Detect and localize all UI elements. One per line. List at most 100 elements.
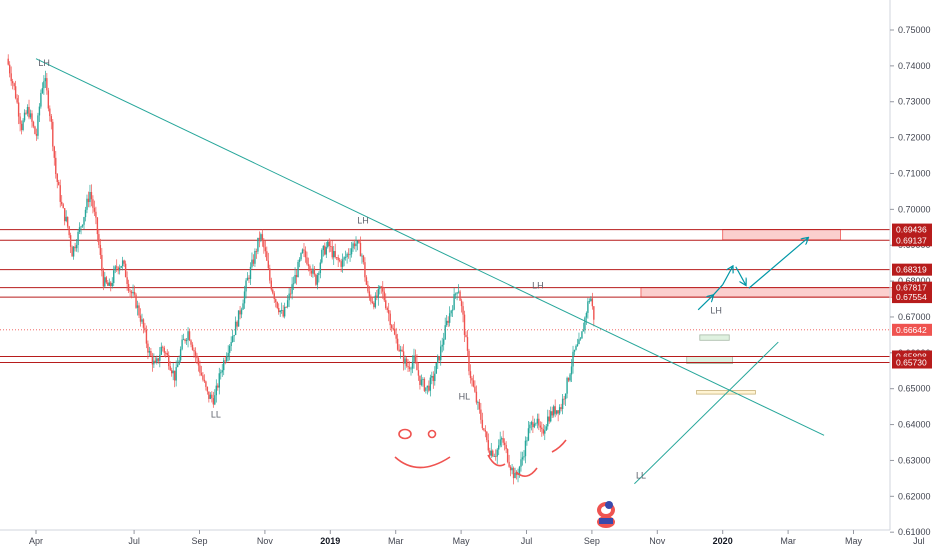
- y-tick-label: 0.72000: [898, 133, 931, 143]
- candle: [129, 288, 131, 298]
- candle: [78, 222, 81, 234]
- candle: [266, 246, 268, 262]
- candle: [169, 361, 171, 371]
- candle: [35, 128, 38, 141]
- candle: [481, 412, 484, 431]
- candle: [390, 323, 393, 332]
- candle: [551, 406, 553, 418]
- candle: [526, 436, 528, 446]
- candle: [104, 272, 106, 288]
- candle: [581, 331, 583, 339]
- projection-arrows: [697, 238, 808, 311]
- level-price-badge: [892, 291, 932, 304]
- candle: [141, 313, 143, 324]
- swing-annotation: LH: [710, 305, 722, 315]
- candle: [503, 438, 506, 451]
- candle: [289, 288, 292, 299]
- candle: [428, 380, 430, 393]
- candle: [500, 436, 503, 448]
- candle: [440, 340, 442, 366]
- candle: [217, 383, 219, 391]
- candle: [72, 245, 75, 260]
- candle: [110, 281, 112, 292]
- candle: [278, 303, 280, 315]
- trendlines-layer: [35, 58, 825, 485]
- candle: [396, 333, 399, 351]
- candle: [584, 316, 586, 334]
- candle: [508, 454, 510, 468]
- resistance-zone[interactable]: [640, 287, 897, 298]
- candle: [32, 120, 35, 129]
- candle: [578, 332, 580, 345]
- candle: [208, 391, 210, 403]
- candle: [338, 257, 341, 263]
- projection-arrow[interactable]: [735, 266, 746, 285]
- candle: [34, 125, 36, 135]
- candle: [44, 70, 47, 89]
- projection-arrow[interactable]: [697, 295, 713, 311]
- candle: [493, 453, 495, 457]
- candle: [457, 284, 460, 294]
- projection-arrow[interactable]: [722, 267, 733, 285]
- candle: [280, 302, 283, 314]
- candle: [95, 206, 97, 225]
- candle: [237, 310, 240, 327]
- candle: [588, 298, 591, 304]
- swing-annotation: LH: [532, 280, 544, 290]
- candle: [451, 305, 454, 317]
- candle: [377, 285, 380, 306]
- candle: [462, 301, 464, 323]
- candle: [185, 337, 188, 345]
- demand-zone[interactable]: [699, 334, 730, 341]
- candle: [132, 284, 134, 297]
- resistance-zone[interactable]: [722, 229, 841, 241]
- candle: [312, 264, 314, 278]
- candle: [71, 245, 73, 257]
- descending-trendline[interactable]: [35, 58, 825, 436]
- candle: [460, 298, 463, 313]
- projection-arrow[interactable]: [748, 238, 808, 289]
- candle: [279, 310, 281, 317]
- candle: [297, 259, 299, 278]
- candle: [291, 277, 293, 300]
- candle: [532, 415, 534, 433]
- x-tick-label: Sep: [584, 536, 600, 546]
- candle: [300, 252, 302, 262]
- candle: [194, 347, 197, 363]
- candle: [168, 351, 170, 370]
- candle: [77, 229, 79, 253]
- candle: [557, 410, 559, 422]
- current-price-text: 0.66642: [896, 325, 927, 335]
- candle: [114, 264, 116, 274]
- y-tick-label: 0.61000: [898, 527, 931, 537]
- candle: [582, 322, 585, 332]
- candle: [269, 264, 271, 284]
- candle: [226, 352, 228, 364]
- candle: [376, 289, 378, 301]
- candle: [585, 311, 588, 325]
- candle: [86, 194, 88, 214]
- candle: [411, 355, 414, 374]
- candle: [90, 184, 93, 207]
- level-price-badge: [892, 356, 932, 369]
- time-axis[interactable]: Apr Jul Sep Nov 2019 Mar May Jul Sep Nov 2020 Mar Ma…: [29, 530, 932, 546]
- candle: [392, 323, 394, 331]
- projection-arrow[interactable]: [712, 284, 724, 296]
- candle: [383, 287, 385, 303]
- candle: [267, 252, 270, 270]
- candle: [257, 237, 259, 255]
- candle: [200, 365, 203, 377]
- candle: [416, 354, 418, 371]
- candle: [506, 448, 509, 464]
- candle: [341, 253, 344, 273]
- ascending-support-line[interactable]: [634, 341, 779, 485]
- smiley-drawing: [394, 428, 567, 477]
- swing-annotation: LH: [38, 58, 50, 68]
- candle: [243, 285, 246, 309]
- candle: [264, 240, 267, 258]
- level-price-badge: [892, 263, 932, 276]
- candle: [490, 442, 492, 458]
- candle: [333, 246, 335, 265]
- candle: [471, 376, 473, 387]
